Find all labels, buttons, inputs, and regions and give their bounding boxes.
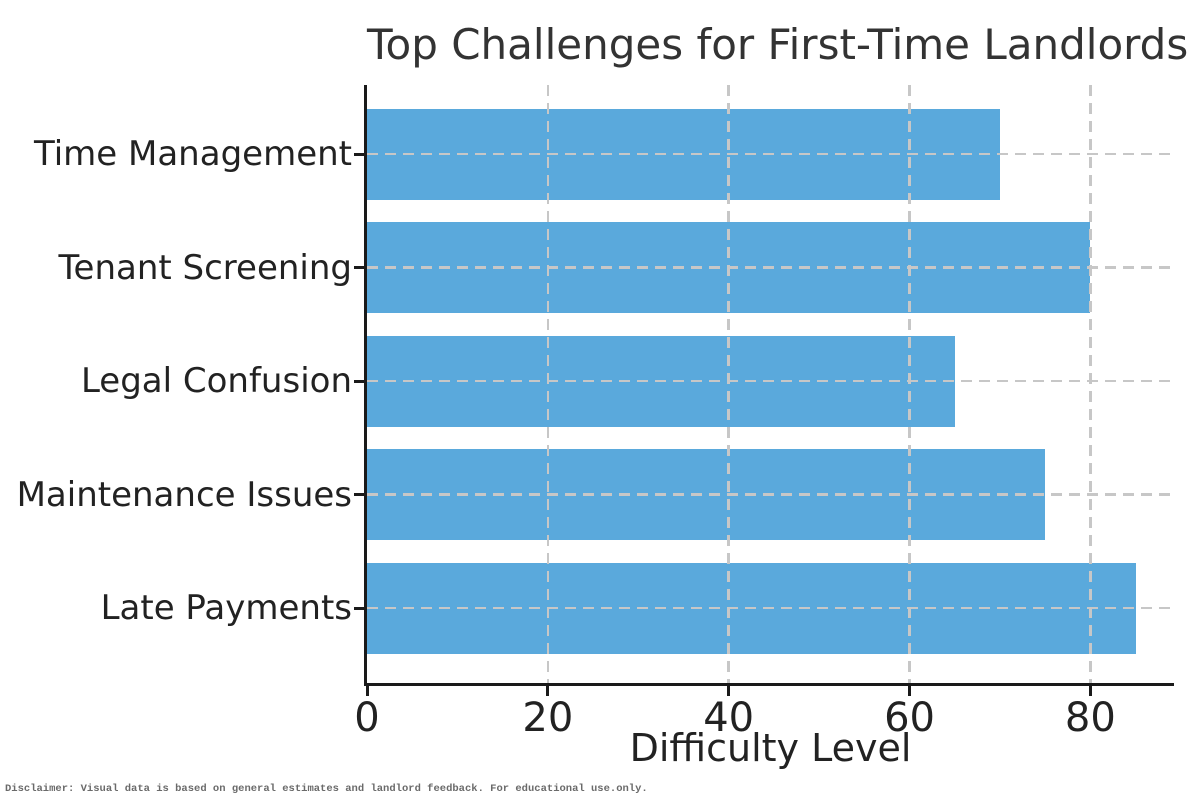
x-gridline	[546, 85, 550, 683]
y-tick-mark	[354, 266, 364, 269]
y-gridline	[367, 266, 1174, 269]
disclaimer-text: Disclaimer: Visual data is based on gene…	[5, 783, 648, 795]
x-tick-mark	[727, 686, 731, 696]
y-tick-label: Maintenance Issues	[16, 474, 352, 515]
y-gridline	[367, 379, 1174, 383]
y-axis-spine	[364, 85, 367, 686]
y-gridline	[367, 606, 1174, 610]
x-tick-mark	[546, 686, 550, 696]
x-tick-mark	[365, 686, 369, 696]
x-axis-spine	[364, 683, 1174, 686]
x-tick-label: 60	[884, 695, 935, 741]
chart-title: Top Challenges for First-Time Landlords	[367, 20, 1189, 69]
x-tick-label: 20	[522, 695, 574, 741]
x-tick-mark	[1088, 686, 1092, 696]
y-tick-mark	[354, 379, 364, 383]
y-tick-label: Legal Confusion	[80, 361, 352, 401]
y-gridline	[367, 493, 1174, 496]
y-tick-label: Time Management	[34, 134, 352, 174]
x-gridline	[908, 85, 911, 683]
x-axis-label: Difficulty Level	[629, 726, 912, 770]
x-gridline	[1089, 85, 1092, 683]
y-tick-label: Tenant Screening	[58, 247, 352, 288]
x-tick-label: 40	[703, 695, 755, 741]
x-tick-label: 80	[1064, 695, 1116, 741]
y-tick-label: Late Payments	[100, 588, 352, 628]
y-tick-mark	[354, 152, 364, 156]
x-tick-label: 0	[354, 695, 380, 741]
y-tick-mark	[354, 493, 364, 496]
y-tick-mark	[354, 606, 364, 610]
y-gridline	[367, 152, 1174, 156]
x-tick-mark	[908, 686, 912, 696]
x-gridline	[727, 85, 730, 683]
